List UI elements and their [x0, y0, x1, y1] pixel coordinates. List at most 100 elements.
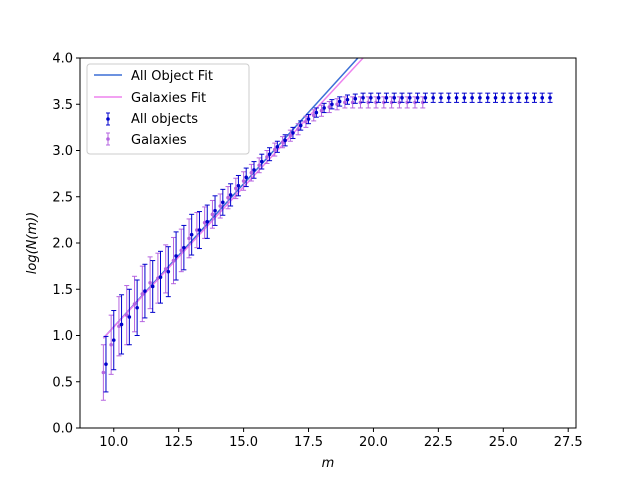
- legend: All Object Fit Galaxies Fit All objects …: [86, 63, 250, 155]
- data-point: [384, 95, 389, 100]
- data-point: [345, 97, 350, 102]
- data-point: [501, 95, 506, 100]
- y-tick-label: 3.0: [52, 144, 73, 159]
- data-point: [400, 95, 404, 100]
- data-point: [509, 95, 513, 100]
- data-point: [423, 95, 428, 100]
- data-point: [337, 99, 342, 104]
- data-point: [210, 212, 215, 217]
- data-point: [140, 292, 145, 296]
- y-tick-label: 1.5: [52, 283, 73, 298]
- x-tick-label: 12.5: [164, 435, 193, 450]
- x-axis-label: m: [322, 456, 335, 471]
- y-axis-ticks: 0.0 0.5 1.0 1.5 2.0 2.5 3.0 3.5 4.0: [52, 52, 80, 437]
- data-point: [358, 100, 363, 105]
- data-point: [298, 123, 303, 128]
- y-tick-label: 0.5: [52, 375, 73, 390]
- data-point: [382, 100, 386, 105]
- data-point: [174, 254, 178, 258]
- data-point: [135, 305, 139, 310]
- data-point: [267, 152, 272, 156]
- data-point: [265, 155, 269, 159]
- data-point: [171, 258, 176, 263]
- x-tick-label: 27.5: [554, 435, 583, 450]
- data-point: [524, 95, 529, 100]
- data-point: [150, 284, 155, 289]
- data-point: [127, 315, 132, 319]
- data-point: [405, 100, 410, 105]
- y-tick-label: 2.5: [52, 190, 73, 205]
- data-point: [470, 95, 474, 100]
- x-tick-label: 25.0: [489, 435, 518, 450]
- x-tick-label: 20.0: [359, 435, 388, 450]
- data-point: [213, 208, 217, 213]
- data-point: [163, 267, 168, 271]
- data-point: [197, 228, 202, 232]
- data-point: [540, 95, 545, 100]
- data-point: [124, 313, 129, 317]
- data-point: [132, 302, 137, 306]
- data-point: [228, 193, 233, 197]
- data-point: [241, 179, 246, 183]
- data-point: [280, 140, 285, 144]
- legend-swatch-galaxies: [106, 132, 110, 146]
- legend-swatch-all-objects: [106, 112, 110, 126]
- data-point: [101, 370, 106, 375]
- y-tick-label: 2.0: [52, 237, 73, 252]
- data-point: [485, 95, 490, 100]
- data-point: [119, 322, 124, 327]
- data-point: [221, 200, 225, 205]
- data-point: [548, 95, 552, 100]
- data-point: [374, 100, 378, 105]
- data-point: [148, 280, 152, 285]
- data-point: [234, 186, 238, 191]
- legend-box: [86, 63, 250, 155]
- x-tick-label: 17.5: [294, 435, 323, 450]
- data-point: [311, 113, 316, 118]
- data-point: [478, 95, 482, 100]
- x-tick-label: 22.5: [424, 435, 453, 450]
- data-point: [517, 95, 521, 100]
- data-point: [291, 131, 295, 135]
- data-point: [327, 105, 332, 109]
- data-point: [330, 102, 334, 107]
- data-point: [179, 248, 184, 253]
- x-tick-label: 10.0: [99, 435, 128, 450]
- data-point: [182, 245, 186, 250]
- data-point: [335, 102, 339, 107]
- data-point: [353, 96, 358, 101]
- data-point: [288, 133, 293, 138]
- data-point: [343, 100, 347, 105]
- data-point: [462, 95, 467, 100]
- data-point: [117, 324, 121, 329]
- data-point: [369, 95, 373, 100]
- data-point: [446, 95, 451, 100]
- series-all-objects: [103, 92, 553, 393]
- data-point: [389, 100, 394, 105]
- data-point: [259, 159, 264, 164]
- data-point: [392, 95, 397, 100]
- data-point: [322, 106, 326, 110]
- data-point: [218, 204, 223, 208]
- data-point: [275, 145, 280, 149]
- data-point: [236, 183, 241, 188]
- data-point: [376, 95, 381, 100]
- y-axis-label: log(N(m)): [25, 212, 40, 275]
- data-point: [493, 95, 498, 100]
- legend-label-all-object-fit: All Object Fit: [131, 69, 213, 84]
- data-point: [226, 195, 230, 200]
- data-point: [104, 362, 108, 366]
- data-point: [109, 342, 113, 347]
- data-point: [283, 138, 287, 143]
- data-point: [413, 100, 417, 105]
- data-point: [244, 175, 248, 180]
- y-tick-label: 3.5: [52, 98, 73, 113]
- data-point: [415, 95, 420, 100]
- data-point: [319, 108, 324, 113]
- data-point: [257, 163, 261, 168]
- data-point: [252, 168, 256, 172]
- data-point: [272, 147, 277, 152]
- data-point: [408, 95, 412, 100]
- data-point: [304, 120, 308, 124]
